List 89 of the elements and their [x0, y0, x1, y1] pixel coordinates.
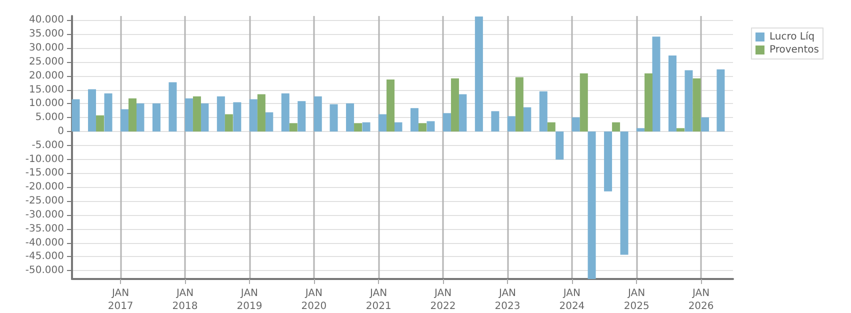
bar [700, 117, 709, 132]
bar [168, 82, 177, 132]
bar [523, 107, 532, 132]
bar [96, 115, 104, 132]
y-tick-label: -5.000 [32, 140, 64, 151]
bar [378, 114, 387, 132]
bar [580, 73, 588, 132]
y-tick-label: -30.000 [25, 209, 64, 220]
bar [507, 116, 516, 132]
x-tick-label: JAN 2018 [172, 288, 198, 312]
y-tick-label: -40.000 [25, 237, 64, 248]
y-tick-label: 30.000 [29, 42, 64, 54]
bar [386, 79, 395, 132]
bar [104, 93, 112, 132]
bar [184, 98, 193, 132]
y-tick-label: 15.000 [29, 84, 64, 96]
y-tick-label: 0 [58, 126, 64, 137]
bar [644, 73, 653, 132]
x-tick-label: JAN 2017 [108, 288, 134, 312]
x-tick-label: JAN 2022 [430, 288, 456, 312]
bar [458, 94, 467, 132]
bar [418, 123, 426, 132]
bar [394, 122, 402, 132]
bar [152, 103, 160, 132]
bar [668, 56, 676, 132]
legend-label: Lucro Líq [769, 32, 815, 42]
bar [588, 131, 596, 279]
legend-label: Proventos [769, 44, 820, 56]
bar [515, 77, 524, 132]
bar [330, 104, 338, 132]
bar [539, 91, 548, 132]
x-tick-label: JAN 2020 [301, 288, 327, 312]
bar [88, 89, 96, 132]
bar [450, 78, 459, 132]
bar [716, 69, 725, 132]
y-tick-label: 10.000 [29, 98, 64, 110]
y-tick-label: -35.000 [25, 223, 64, 234]
bar [612, 122, 620, 132]
bar [136, 103, 144, 132]
bar [265, 112, 274, 132]
bar [120, 109, 129, 132]
x-tick-label: JAN 2021 [366, 288, 392, 312]
bar [491, 111, 500, 132]
bar [314, 96, 322, 132]
bar [249, 99, 258, 132]
bar [620, 131, 628, 255]
y-tick-label: 20.000 [29, 70, 64, 82]
y-tick-label: -10.000 [25, 154, 64, 165]
y-tick-label: 40.000 [29, 14, 64, 26]
bar [257, 94, 266, 132]
bar [200, 103, 209, 132]
y-tick-label: -50.000 [25, 265, 64, 276]
bar [547, 122, 556, 132]
bar [298, 101, 306, 132]
y-tick-label: -20.000 [25, 182, 64, 193]
y-tick-label: -25.000 [25, 196, 64, 207]
bar [72, 99, 80, 132]
bar [604, 131, 612, 192]
x-tick-label: JAN 2024 [559, 288, 585, 312]
y-tick-label: 25.000 [29, 56, 64, 68]
bar [410, 108, 418, 132]
y-tick-label: -15.000 [25, 168, 64, 179]
bar [556, 131, 564, 160]
bar [426, 121, 435, 132]
bar [362, 122, 370, 132]
y-tick-label: 35.000 [29, 28, 64, 40]
bar [354, 123, 362, 132]
x-tick-label: JAN 2025 [624, 288, 650, 312]
bar [346, 103, 354, 132]
bar [636, 128, 645, 132]
bar [224, 114, 233, 132]
bar [652, 36, 660, 132]
bar [192, 96, 201, 132]
x-tick-label: JAN 2026 [688, 288, 714, 312]
y-tick-label: 5.000 [35, 112, 64, 124]
bar [692, 78, 701, 132]
bar [289, 123, 298, 132]
bar [572, 117, 580, 132]
bar [676, 128, 684, 132]
y-tick-label: -45.000 [25, 251, 64, 262]
bar [233, 102, 242, 132]
bar [684, 70, 693, 132]
bar [474, 16, 483, 132]
x-tick-label: JAN 2019 [236, 288, 262, 312]
bar [281, 93, 290, 132]
x-tick-label: JAN 2023 [494, 288, 520, 312]
bar [442, 113, 451, 132]
bar [128, 98, 137, 132]
bar [216, 96, 225, 132]
